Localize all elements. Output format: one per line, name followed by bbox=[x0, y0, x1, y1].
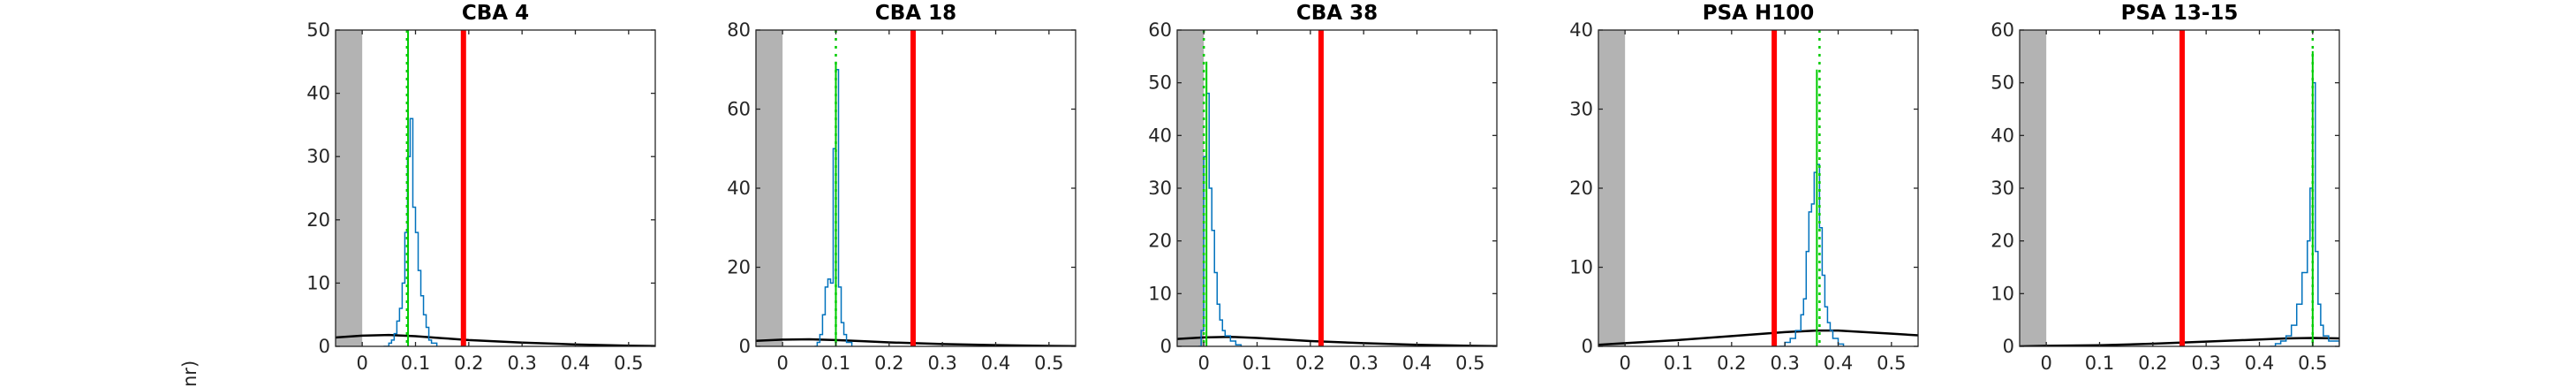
panel-title: PSA H100 bbox=[1703, 2, 1815, 25]
shaded-region bbox=[1598, 30, 1626, 346]
x-tick-label: 0.2 bbox=[2138, 353, 2167, 374]
density-curve bbox=[756, 338, 1076, 346]
x-tick-label: 0.3 bbox=[1770, 353, 1799, 374]
y-tick-label: 60 bbox=[727, 99, 751, 120]
density-curve bbox=[1598, 329, 1918, 346]
y-tick-label: 40 bbox=[306, 83, 330, 104]
plot-content bbox=[1598, 30, 1918, 346]
x-tick-label: 0.3 bbox=[927, 353, 956, 374]
y-tick-label: 10 bbox=[306, 272, 330, 293]
x-tick-label: 0.1 bbox=[1243, 353, 1272, 374]
shaded-region bbox=[336, 30, 363, 346]
panel-1: 0 0.1 0.2 0.3 0.4 0.5 0 10 20 30 40 50 CBA 4 bbox=[306, 2, 656, 374]
x-tick-label: 0.5 bbox=[2298, 353, 2327, 374]
axes-box bbox=[2019, 29, 2340, 347]
histogram-series bbox=[2270, 81, 2339, 346]
axes-box bbox=[1598, 29, 1919, 347]
y-tick-label: 20 bbox=[1148, 231, 1172, 252]
panel-4: 0 0.1 0.2 0.3 0.4 0.5 0 10 20 30 40 PSA H100 bbox=[1569, 2, 1919, 374]
y-tick-label: 50 bbox=[1148, 72, 1172, 94]
y-tick-label: 50 bbox=[306, 19, 330, 41]
y-tick-label: 30 bbox=[1148, 178, 1172, 199]
x-tick-label: 0.4 bbox=[2245, 353, 2274, 374]
y-tick-label: 60 bbox=[1991, 19, 2014, 41]
y-tick-label: 10 bbox=[1569, 257, 1593, 278]
x-tick-label: 0.5 bbox=[1034, 353, 1063, 374]
y-tick-label: 50 bbox=[1991, 72, 2014, 94]
x-tick-label: 0.4 bbox=[561, 353, 590, 374]
histogram-series bbox=[814, 69, 853, 346]
x-tick-label: 0.4 bbox=[1824, 353, 1853, 374]
y-tick-label: 20 bbox=[1991, 231, 2014, 252]
plot-content bbox=[756, 30, 1076, 346]
y-tick-label: 40 bbox=[727, 178, 751, 199]
x-tick-label: 0.2 bbox=[1296, 353, 1325, 374]
shaded-region bbox=[756, 30, 783, 346]
shaded-region bbox=[1177, 30, 1205, 346]
x-tick-label: 0 bbox=[1619, 353, 1630, 374]
y-tick-label: 0 bbox=[319, 336, 330, 357]
y-tick-label: 30 bbox=[1569, 99, 1593, 120]
x-tick-label: 0.5 bbox=[1455, 353, 1484, 374]
x-tick-label: 0.3 bbox=[507, 353, 536, 374]
axes-box bbox=[1176, 29, 1498, 347]
y-tick-label: 40 bbox=[1991, 125, 2014, 146]
x-tick-label: 0.2 bbox=[454, 353, 483, 374]
y-tick-label: 20 bbox=[1569, 178, 1593, 199]
y-axis-label-fragment: nr) bbox=[179, 360, 200, 387]
panel-title: PSA 13-15 bbox=[2121, 2, 2239, 25]
y-tick-label: 40 bbox=[1148, 125, 1172, 146]
panel-5: 0 0.1 0.2 0.3 0.4 0.5 0 10 20 30 40 50 60 PSA 13-15 bbox=[1991, 2, 2340, 374]
x-tick-label: 0 bbox=[2040, 353, 2051, 374]
y-tick-label: 0 bbox=[2003, 336, 2014, 357]
y-tick-label: 10 bbox=[1148, 283, 1172, 304]
x-tick-label: 0 bbox=[1197, 353, 1209, 374]
y-tick-label: 20 bbox=[727, 257, 751, 278]
x-tick-label: 0.1 bbox=[821, 353, 850, 374]
y-tick-label: 30 bbox=[1991, 178, 2014, 199]
histogram-series bbox=[383, 118, 438, 346]
plot-content bbox=[336, 30, 655, 346]
x-tick-label: 0.2 bbox=[874, 353, 903, 374]
y-tick-label: 30 bbox=[306, 146, 330, 167]
x-tick-label: 0.3 bbox=[2191, 353, 2220, 374]
y-tick-label: 0 bbox=[1582, 336, 1593, 357]
x-tick-label: 0 bbox=[356, 353, 367, 374]
panel-title: CBA 18 bbox=[875, 2, 956, 25]
histogram-series bbox=[1198, 92, 1243, 346]
density-curve bbox=[2020, 337, 2339, 346]
x-tick-label: 0.4 bbox=[1402, 353, 1432, 374]
axes-box bbox=[755, 29, 1076, 347]
x-tick-label: 0.3 bbox=[1348, 353, 1378, 374]
plot-content bbox=[1177, 30, 1497, 346]
panel-2: 0 0.1 0.2 0.3 0.4 0.5 0 20 40 60 80 CBA 18 bbox=[727, 2, 1076, 374]
histogram-series bbox=[1779, 163, 1845, 346]
y-tick-label: 10 bbox=[1991, 283, 2014, 304]
x-tick-label: 0.4 bbox=[981, 353, 1010, 374]
density-curve bbox=[1177, 336, 1497, 346]
y-tick-label: 0 bbox=[739, 336, 751, 357]
y-tick-label: 60 bbox=[1148, 19, 1172, 41]
x-tick-label: 0.2 bbox=[1717, 353, 1746, 374]
plot-content bbox=[2020, 30, 2339, 346]
x-tick-label: 0 bbox=[776, 353, 788, 374]
y-tick-label: 20 bbox=[306, 209, 330, 231]
x-tick-label: 0.1 bbox=[1664, 353, 1693, 374]
density-curve bbox=[336, 333, 655, 346]
x-tick-label: 0.5 bbox=[614, 353, 643, 374]
x-tick-label: 0.1 bbox=[2085, 353, 2114, 374]
x-tick-label: 0.5 bbox=[1877, 353, 1906, 374]
shaded-region bbox=[2020, 30, 2047, 346]
y-tick-label: 0 bbox=[1160, 336, 1172, 357]
axes-box bbox=[335, 29, 656, 347]
panel-title: CBA 38 bbox=[1296, 2, 1378, 25]
y-tick-label: 80 bbox=[727, 19, 751, 41]
y-tick-label: 40 bbox=[1569, 19, 1593, 41]
x-tick-label: 0.1 bbox=[401, 353, 430, 374]
panel-title: CBA 4 bbox=[462, 2, 529, 25]
panel-3: 0 0.1 0.2 0.3 0.4 0.5 0 10 20 30 40 50 60 CBA 38 bbox=[1148, 2, 1498, 374]
